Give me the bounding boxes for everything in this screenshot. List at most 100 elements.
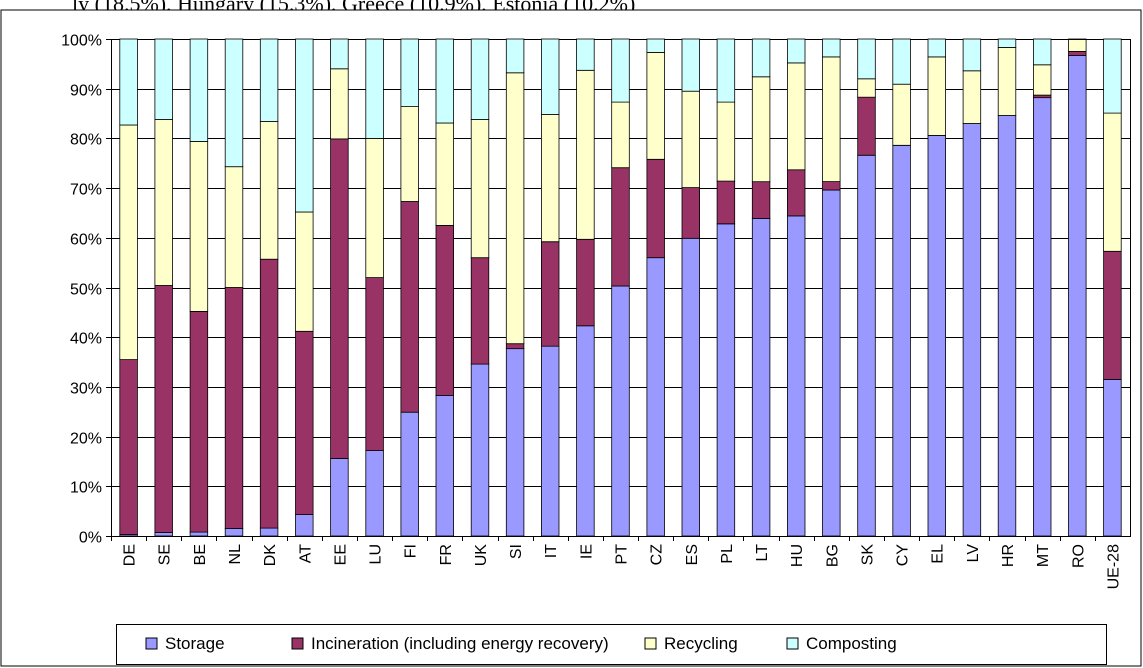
bar-segment-incineration-mt <box>1033 94 1052 99</box>
bar-segment-recycling-be <box>189 140 209 312</box>
x-tick-label-lv: LV <box>965 544 982 563</box>
bar-segment-composting-mt <box>1033 38 1052 66</box>
y-tick-label: 60% <box>70 232 102 249</box>
bar-segment-storage-fr <box>435 394 455 537</box>
bar-segment-recycling-de <box>119 124 138 361</box>
bar-segment-incineration-lt <box>751 181 771 219</box>
bar-segment-incineration-be <box>189 310 209 533</box>
bar-segment-incineration-ee <box>330 138 349 459</box>
x-tick-label-sk: SK <box>859 544 876 566</box>
x-tick-label-uk: UK <box>473 544 490 567</box>
x-tick-label-at: AT <box>297 544 314 563</box>
bar-segment-recycling-lt <box>751 76 771 183</box>
bar-segment-incineration-ie <box>576 238 595 327</box>
bar-segment-storage-it <box>541 345 560 537</box>
bar-segment-composting-se <box>154 38 173 120</box>
bar-segment-storage-hu <box>787 215 806 537</box>
bar-segment-recycling-cy <box>892 83 911 146</box>
bar-segment-storage-at <box>295 514 314 537</box>
legend-swatch-storage <box>145 637 158 650</box>
x-tick-label-si: SI <box>508 544 525 559</box>
bar-segment-incineration-cz <box>646 158 665 259</box>
bar-segment-recycling-cz <box>646 52 665 160</box>
x-tick-label-de: DE <box>122 544 139 566</box>
bar-segment-composting-it <box>541 38 560 115</box>
bar-segment-composting-be <box>189 38 209 142</box>
bar-segment-recycling-lu <box>365 137 384 278</box>
bar-segment-storage-bg <box>822 189 841 537</box>
bar-segment-recycling-el <box>927 56 947 136</box>
x-tick-label-pl: PL <box>719 544 736 564</box>
bar-segment-recycling-ue-28 <box>1103 112 1122 252</box>
bar-segment-recycling-pl <box>716 101 736 182</box>
bar-segment-composting-pt <box>611 38 630 103</box>
bar-segment-recycling-uk <box>470 119 490 259</box>
y-tick-label: 80% <box>70 132 102 149</box>
bar-segment-storage-lv <box>962 123 982 537</box>
x-tick-label-fi: FI <box>403 544 420 558</box>
bar-segment-recycling-sk <box>857 78 876 98</box>
bar-segment-storage-nl <box>224 528 244 537</box>
bar-segment-composting-ie <box>576 38 595 71</box>
bar-segment-incineration-nl <box>224 287 244 529</box>
x-tick-label-hr: HR <box>1000 544 1017 567</box>
bar-segment-composting-hu <box>787 38 806 64</box>
bar-segment-storage-lu <box>365 450 384 537</box>
bar-segment-recycling-fr <box>435 122 455 226</box>
bar-segment-storage-pl <box>716 223 736 537</box>
y-tick-label: 40% <box>70 331 102 348</box>
bar-segment-recycling-it <box>541 114 560 243</box>
bar-segment-storage-pt <box>611 285 630 537</box>
bar-segment-recycling-mt <box>1033 64 1052 96</box>
legend-swatch-incineration <box>291 637 304 650</box>
bar-segment-incineration-ro <box>1068 51 1087 56</box>
y-tick-label: 0% <box>79 530 102 547</box>
y-tick-label: 100% <box>61 33 102 50</box>
y-tick-label: 20% <box>70 431 102 448</box>
bar-segment-recycling-hr <box>997 47 1017 116</box>
bar-segment-composting-es <box>681 38 701 92</box>
bar-segment-storage-cy <box>892 144 911 537</box>
bar-segment-composting-cz <box>646 38 665 53</box>
bar-segment-incineration-es <box>681 187 701 239</box>
bar-segment-incineration-it <box>541 241 560 347</box>
bar-segment-storage-uk <box>470 363 490 537</box>
legend-label-recycling: Recycling <box>664 634 738 653</box>
x-tick-label-cy: CY <box>895 544 912 567</box>
x-tick-label-ie: IE <box>578 544 595 559</box>
bar-segment-incineration-lu <box>365 277 384 452</box>
bar-segment-composting-el <box>927 38 947 58</box>
bar-segment-recycling-se <box>154 119 173 286</box>
legend-label-composting: Composting <box>806 634 897 653</box>
bar-segment-incineration-pt <box>611 167 630 287</box>
bar-segment-storage-lt <box>751 217 771 537</box>
x-tick-label-bg: BG <box>824 544 841 567</box>
bar-segment-storage-ie <box>576 325 595 537</box>
bar-segment-composting-uk <box>470 38 490 120</box>
bar-segment-composting-ee <box>330 38 349 70</box>
x-tick-label-es: ES <box>684 544 701 565</box>
x-tick-label-se: SE <box>157 544 174 565</box>
bar-segment-storage-ue-28 <box>1103 378 1122 537</box>
bar-segment-incineration-bg <box>822 181 841 191</box>
bar-segment-recycling-dk <box>259 121 279 260</box>
bar-segment-incineration-fi <box>400 201 419 413</box>
bar-segment-composting-lt <box>751 38 771 78</box>
bar-segment-composting-pl <box>716 38 736 103</box>
bar-segment-incineration-hu <box>787 169 806 217</box>
bar-segment-composting-dk <box>259 38 279 122</box>
x-tick-label-mt: MT <box>1035 544 1052 567</box>
x-tick-label-el: EL <box>930 544 947 564</box>
y-tick-label: 50% <box>70 282 102 299</box>
bar-segment-recycling-ro <box>1068 39 1087 52</box>
bar-segment-recycling-lv <box>962 70 982 124</box>
bar-segment-storage-fi <box>400 411 419 537</box>
bar-segment-storage-se <box>154 532 173 537</box>
bar-segment-composting-nl <box>224 38 244 168</box>
x-tick-label-ue-28: UE-28 <box>1105 544 1122 589</box>
bar-segment-composting-hr <box>997 38 1017 48</box>
bar-segment-storage-ro <box>1068 55 1087 537</box>
bar-segment-composting-cy <box>892 38 911 85</box>
legend-swatch-composting <box>786 637 799 650</box>
bar-segment-composting-ro <box>1068 38 1087 40</box>
